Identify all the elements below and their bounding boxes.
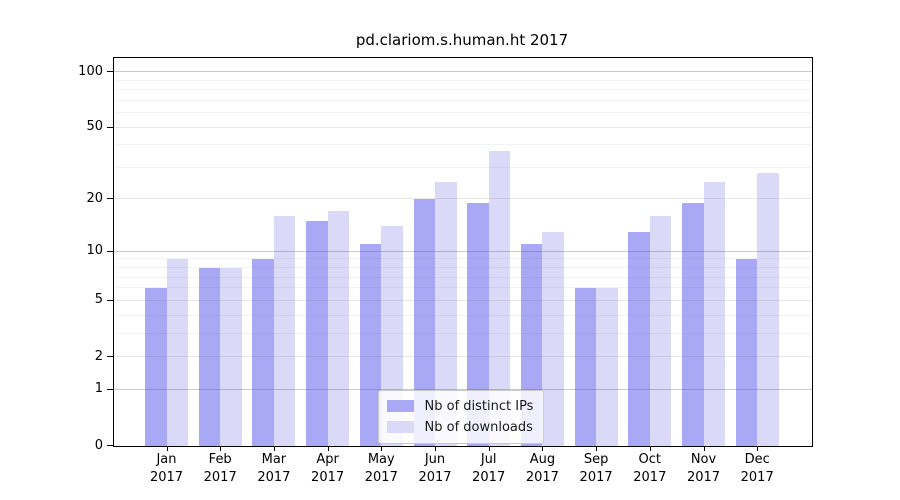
x-tick-label-aug: Aug 2017 xyxy=(525,452,559,485)
y-tick-label: 2 xyxy=(94,348,103,364)
legend-entry-downloads: Nb of downloads xyxy=(386,417,534,438)
x-tick-label-nov: Nov 2017 xyxy=(686,452,721,485)
y-tick-label: 1 xyxy=(94,381,103,397)
x-tick-mark xyxy=(703,446,705,451)
legend-label-distinct-ips: Nb of distinct IPs xyxy=(424,398,534,414)
bar-distinct-ips-jul xyxy=(467,202,489,446)
x-tick-label-jul: Jul 2017 xyxy=(472,452,506,485)
y-tick-mark xyxy=(106,356,113,357)
gridline-8 xyxy=(113,267,812,269)
gridline-50 xyxy=(113,126,812,128)
y-tick-mark xyxy=(106,388,113,390)
bar-distinct-ips-dec xyxy=(735,259,758,446)
bar-distinct-ips-mar xyxy=(252,259,274,446)
x-tick-label-dec: Dec 2017 xyxy=(740,452,774,485)
gridline-4 xyxy=(113,314,812,316)
gridline-2 xyxy=(113,356,812,357)
x-tick-label-may: May 2017 xyxy=(364,452,398,485)
bar-downloads-aug xyxy=(542,231,564,446)
x-tick-label-jan: Jan 2017 xyxy=(149,452,184,485)
gridline-9 xyxy=(113,258,812,260)
gridline-40 xyxy=(113,144,812,146)
bar-downloads-sep xyxy=(596,287,618,446)
x-tick-label-apr: Apr 2017 xyxy=(311,452,345,485)
bar-distinct-ips-feb xyxy=(198,267,221,446)
bar-downloads-oct xyxy=(649,216,672,446)
bars-layer xyxy=(114,58,812,446)
bar-downloads-dec xyxy=(757,172,779,446)
x-tick-mark xyxy=(381,446,383,451)
y-tick-label: 5 xyxy=(94,292,103,308)
gridline-20 xyxy=(113,198,812,200)
x-tick-mark xyxy=(166,446,168,451)
x-tick-mark xyxy=(542,446,544,451)
x-tick-mark xyxy=(757,446,759,451)
gridline-60 xyxy=(113,112,812,114)
gridline-90 xyxy=(113,79,812,81)
gridline-70 xyxy=(113,99,812,101)
gridline-7 xyxy=(113,276,812,278)
legend: Nb of distinct IPs Nb of downloads xyxy=(377,389,545,444)
bar-downloads-mar xyxy=(273,216,296,446)
x-tick-mark xyxy=(649,446,651,451)
x-tick-mark xyxy=(435,446,436,451)
legend-swatch-downloads xyxy=(386,421,414,433)
x-tick-mark xyxy=(488,446,490,451)
x-tick-mark xyxy=(220,446,222,451)
y-tick-mark xyxy=(106,445,113,446)
bar-distinct-ips-jan xyxy=(145,287,167,446)
bar-distinct-ips-nov xyxy=(682,202,704,446)
y-tick-label: 20 xyxy=(86,190,103,206)
gridline-6 xyxy=(113,287,812,289)
x-tick-label-oct: Oct 2017 xyxy=(633,452,667,485)
bar-distinct-ips-jun xyxy=(413,198,435,446)
legend-label-downloads: Nb of downloads xyxy=(424,419,533,435)
bar-downloads-jun xyxy=(435,181,457,446)
gridline-1 xyxy=(113,388,812,390)
x-tick-label-sep: Sep 2017 xyxy=(579,452,613,485)
gridline-10 xyxy=(113,250,812,252)
y-tick-label: 10 xyxy=(86,243,103,259)
gridline-100 xyxy=(113,71,812,73)
x-tick-mark xyxy=(327,446,329,451)
bar-downloads-jan xyxy=(166,259,188,446)
y-tick-label: 0 xyxy=(94,437,103,453)
y-tick-mark xyxy=(106,250,113,252)
gridline-3 xyxy=(113,332,812,334)
y-tick-mark xyxy=(106,299,113,301)
plot-area: Nb of distinct IPs Nb of downloads xyxy=(112,56,813,447)
y-tick-label: 100 xyxy=(78,63,103,79)
x-tick-label-jun: Jun 2017 xyxy=(418,452,452,485)
gridline-5 xyxy=(113,299,812,301)
bar-distinct-ips-may xyxy=(359,244,382,446)
bar-distinct-ips-apr xyxy=(306,220,328,446)
bar-downloads-nov xyxy=(703,181,725,446)
gridline-80 xyxy=(113,89,812,91)
gridline-30 xyxy=(113,166,812,168)
bar-downloads-apr xyxy=(327,211,350,446)
y-tick-mark xyxy=(106,71,113,73)
x-tick-mark xyxy=(596,446,598,451)
y-tick-mark xyxy=(106,198,113,200)
legend-swatch-distinct-ips xyxy=(386,400,414,412)
bar-downloads-feb xyxy=(220,267,242,446)
x-tick-label-feb: Feb 2017 xyxy=(203,452,237,485)
grid-layer xyxy=(113,58,812,446)
x-tick-label-mar: Mar 2017 xyxy=(257,452,291,485)
x-tick-mark xyxy=(273,446,275,451)
chart-title: pd.clariom.s.human.ht 2017 xyxy=(355,31,569,49)
y-tick-label: 50 xyxy=(86,119,103,135)
y-tick-mark xyxy=(106,126,113,128)
bar-distinct-ips-oct xyxy=(628,231,650,446)
legend-entry-distinct-ips: Nb of distinct IPs xyxy=(386,396,534,417)
bar-downloads-jul xyxy=(488,150,511,446)
bar-distinct-ips-sep xyxy=(574,287,597,446)
